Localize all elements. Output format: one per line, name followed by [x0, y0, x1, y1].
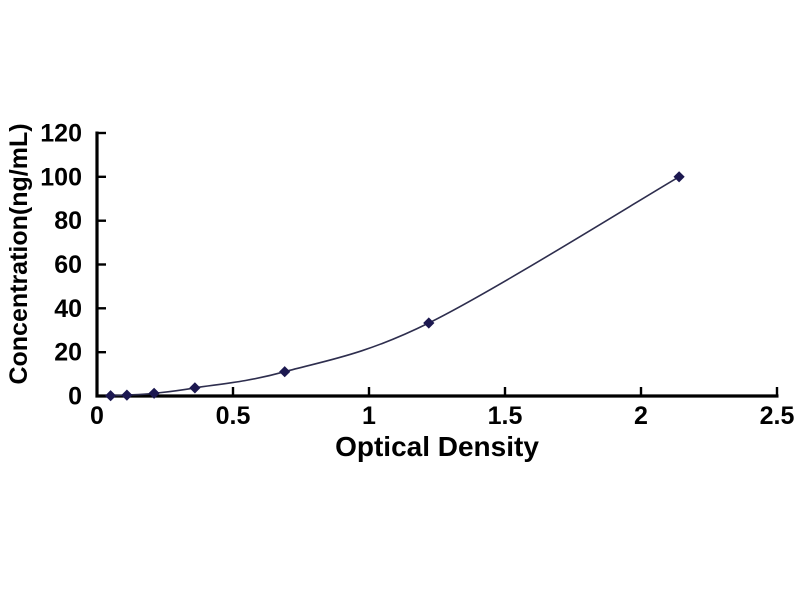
y-tick-label: 20 — [54, 339, 82, 367]
standard-curve-line — [110, 176, 680, 397]
x-tick-label: 2 — [634, 402, 648, 430]
y-tick-label: 100 — [40, 163, 82, 191]
y-tick-label: 0 — [68, 383, 82, 411]
y-tick-label: 60 — [54, 251, 82, 279]
data-point-marker — [189, 382, 201, 394]
data-point-marker — [423, 317, 435, 329]
data-point-marker — [148, 387, 160, 399]
data-point-marker — [121, 389, 133, 401]
data-point-marker — [105, 390, 117, 402]
x-tick-label: 0 — [90, 402, 104, 430]
y-tick-label: 40 — [54, 295, 82, 323]
x-tick-label: 0.5 — [216, 402, 251, 430]
axis-lines — [95, 131, 779, 398]
x-axis-title: Optical Density — [335, 431, 539, 462]
x-tick-label: 1 — [362, 402, 376, 430]
x-tick-label: 2.5 — [760, 402, 795, 430]
y-tick-label: 120 — [40, 120, 82, 148]
data-point-marker — [673, 171, 685, 183]
y-tick-label: 80 — [54, 207, 82, 235]
x-tick-label: 1.5 — [488, 402, 523, 430]
y-axis-title: Concentration(ng/mL) — [5, 123, 33, 385]
data-point-marker — [279, 366, 291, 378]
